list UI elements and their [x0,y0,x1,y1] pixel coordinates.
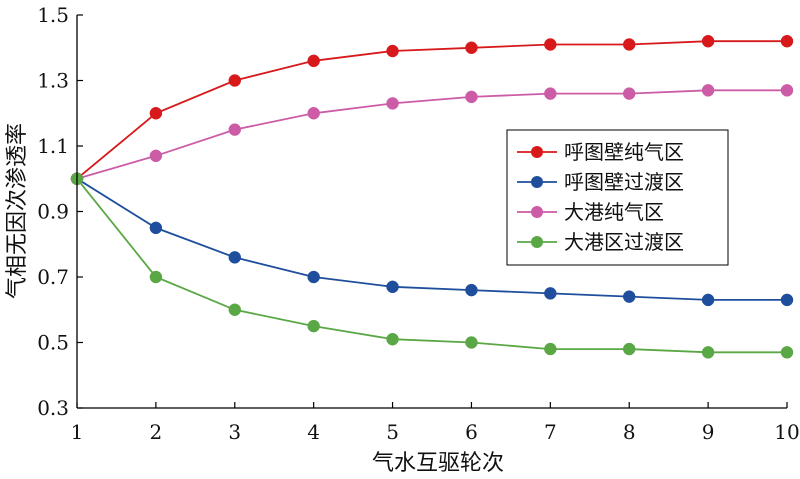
data-point [149,221,163,235]
data-point [701,346,715,359]
data-point [228,303,242,316]
data-point [465,283,478,297]
legend-marker [531,176,543,188]
data-point [149,107,163,120]
data-point [780,34,794,48]
data-point [228,123,242,136]
legend-label: 大港区过渡区 [564,230,684,254]
data-point [544,287,557,300]
y-tick-label: 1.1 [37,134,69,158]
y-tick-label: 0.3 [37,396,69,420]
data-point [701,84,715,97]
data-point [780,293,794,307]
legend-marker [531,146,543,158]
data-point [386,44,399,58]
series-line-4 [76,178,787,354]
data-point [386,280,399,294]
legend-item-4: 大港区过渡区 [517,230,684,254]
x-tick-label: 2 [150,420,163,444]
data-point [780,84,794,97]
data-point [544,87,557,100]
legend-marker [531,206,543,218]
data-point [622,38,636,51]
x-tick-label: 7 [544,420,557,444]
data-point [307,107,320,120]
data-point [780,346,794,359]
data-point [544,38,557,51]
x-tick-label: 4 [307,420,320,444]
data-point [386,97,399,110]
legend-label: 大港纯气区 [564,200,664,224]
data-point [307,54,320,68]
series-line-1 [76,40,787,180]
data-point [307,270,320,284]
series-1 [70,34,794,185]
series-line-3 [76,89,787,180]
data-point [465,336,478,349]
x-tick-label: 5 [386,420,399,444]
data-point [149,149,163,163]
series-line-2 [76,177,787,301]
data-point [149,270,163,284]
data-point [622,87,636,100]
data-point [622,290,636,303]
x-tick-label: 10 [774,420,799,444]
y-tick-label: 1.3 [37,69,69,93]
legend-marker [531,236,543,248]
legend-item-3: 大港纯气区 [517,200,664,224]
x-tick-label: 8 [623,420,636,444]
data-point [307,319,320,333]
data-point [228,74,242,87]
data-point [465,90,478,104]
legend-label: 呼图壁纯气区 [564,140,684,164]
data-point [386,332,399,346]
x-tick-label: 1 [71,420,84,444]
axes-layer: 0.3 0.5 0.7 0.9 1.1 1.3 1.5 1 2 3 4 5 6 7 8 9 10 [37,3,800,444]
legend-item-2: 呼图壁过渡区 [517,170,684,194]
data-point [701,34,715,48]
data-point [228,251,242,264]
y-axis-title: 气相无因次渗透率 [5,123,30,299]
series-4 [70,172,794,359]
x-tick-label: 3 [228,420,241,444]
data-point [465,41,478,54]
x-axis-title: 气水互驱轮次 [372,451,504,476]
y-tick-label: 0.5 [37,331,69,355]
x-tick-label: 9 [702,420,715,444]
data-point [622,342,636,356]
y-tick-label: 1.5 [37,3,69,27]
series-layer [70,34,794,359]
x-tick-label: 6 [465,420,478,444]
y-tick-label: 0.9 [37,200,69,224]
data-point [701,293,715,307]
legend-item-1: 呼图壁纯气区 [517,140,684,164]
y-tick-label: 0.7 [37,265,69,289]
legend-label: 呼图壁过渡区 [564,170,684,194]
data-point [544,342,557,356]
